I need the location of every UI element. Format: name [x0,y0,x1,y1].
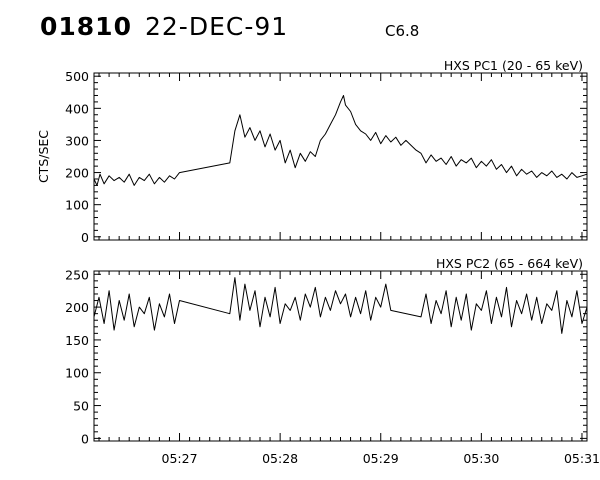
y-tick-label: 200 [65,300,89,315]
event-number: 01810 [40,12,132,41]
panel-title: HXS PC2 (65 - 664 keV) [436,256,583,271]
y-tick-label: 0 [81,431,89,446]
y-tick-label: 300 [65,133,89,148]
y-tick-label: 150 [65,333,89,348]
y-tick-label: 100 [65,198,89,213]
plot-frame [93,270,588,442]
x-tick-label: 05:30 [463,451,499,466]
flare-class: C6.8 [385,22,420,40]
x-tick-label: 05:29 [363,451,399,466]
y-axis-label: CTS/SEC [36,130,51,183]
x-tick-label: 05:28 [262,451,298,466]
y-tick-label: 0 [81,230,89,245]
y-tick-label: 500 [65,69,89,84]
y-tick-label: 200 [65,166,89,181]
x-tick-label: 05:27 [162,451,198,466]
y-tick-label: 400 [65,101,89,116]
x-tick-label: 05:31 [564,451,600,466]
series-line-1 [93,95,588,186]
plot-frame [93,72,588,241]
panel-title: HXS PC1 (20 - 65 keV) [444,58,583,73]
event-date: 22-DEC-91 [145,12,289,41]
panel-2: 0 50 100 150 200 250 05:27 05:28 05:29 05:30 05:31… [65,256,600,466]
y-tick-label: 50 [73,399,89,414]
series-line-1 [93,277,588,334]
y-tick-label: 250 [65,267,89,282]
panel-1: 0 100 200 300 400 500 HXS PC1 (20 - 65 keV) CTS… [36,58,588,245]
y-tick-label: 100 [65,366,89,381]
